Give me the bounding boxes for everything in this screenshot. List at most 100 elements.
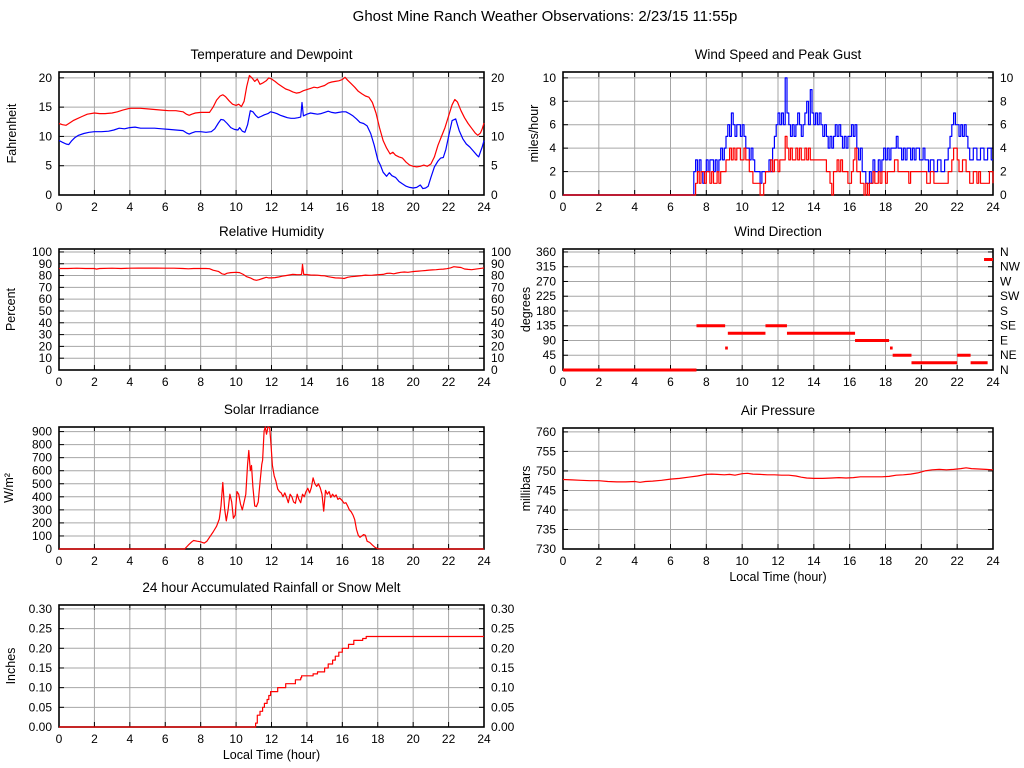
y-axis-title: W/m² xyxy=(2,473,16,503)
x-tick-label: 8 xyxy=(197,732,204,746)
y-tick-label: 200 xyxy=(32,516,52,530)
x-tick-label: 16 xyxy=(843,375,857,389)
y-tick-label: 20 xyxy=(39,339,53,353)
y-tick-label: 30 xyxy=(39,328,53,342)
y-tick-label: 0.00 xyxy=(29,720,53,734)
x-tick-label: 6 xyxy=(162,375,169,389)
y-tick-label-right: 0 xyxy=(491,188,498,202)
rainfall-line xyxy=(59,635,484,728)
x-tick-label: 20 xyxy=(915,375,929,389)
chart-title: Wind Direction xyxy=(734,224,822,239)
y-tick-label: 500 xyxy=(32,477,52,491)
y-tick-label: 10 xyxy=(39,351,53,365)
x-tick-label: 8 xyxy=(703,554,710,568)
y-tick-label: 730 xyxy=(536,542,556,556)
y-tick-label: 0.15 xyxy=(29,661,53,675)
x-tick-label: 6 xyxy=(162,554,169,568)
plot-frame xyxy=(58,71,485,196)
x-tick-label: 6 xyxy=(667,200,674,214)
x-tick-label: 20 xyxy=(406,732,420,746)
y-tick-label-right: S xyxy=(1000,304,1008,318)
x-tick-label: 4 xyxy=(631,554,638,568)
y-axis-title: degrees xyxy=(519,287,533,332)
x-tick-label: 4 xyxy=(126,375,133,389)
y-tick-label: 135 xyxy=(536,319,556,333)
x-tick-label: 14 xyxy=(300,732,314,746)
y-tick-label: 700 xyxy=(32,451,52,465)
y-tick-label-right: 5 xyxy=(491,159,498,173)
y-tick-label-right: W xyxy=(1000,274,1012,288)
x-tick-label: 2 xyxy=(91,554,98,568)
x-tick-label: 6 xyxy=(667,554,674,568)
y-tick-label-right: 0 xyxy=(491,363,498,377)
x-tick-label: 22 xyxy=(950,554,964,568)
x-tick-label: 24 xyxy=(986,375,1000,389)
x-tick-label: 18 xyxy=(371,200,385,214)
x-tick-label: 2 xyxy=(91,732,98,746)
x-tick-label: 22 xyxy=(442,554,456,568)
y-tick-label-right: 6 xyxy=(1000,118,1007,132)
x-tick-label: 8 xyxy=(703,375,710,389)
y-tick-label-right: 20 xyxy=(491,71,505,85)
y-tick-label-right: E xyxy=(1000,333,1008,347)
y-tick-label-right: SE xyxy=(1000,319,1016,333)
y-tick-label-right: 0.10 xyxy=(491,681,515,695)
y-tick-label: 20 xyxy=(39,71,53,85)
y-tick-label-right: N xyxy=(1000,363,1009,377)
x-tick-label: 4 xyxy=(631,375,638,389)
x-tick-label: 24 xyxy=(986,554,1000,568)
x-axis-title: Local Time (hour) xyxy=(729,570,826,584)
x-tick-label: 18 xyxy=(371,375,385,389)
y-axis-title: Fahrenheit xyxy=(5,103,19,163)
x-tick-label: 24 xyxy=(986,200,1000,214)
x-tick-label: 16 xyxy=(843,554,857,568)
y-tick-label-right: 0.25 xyxy=(491,622,515,636)
x-tick-label: 8 xyxy=(197,375,204,389)
x-tick-label: 12 xyxy=(265,732,279,746)
y-tick-label-right: 4 xyxy=(1000,141,1007,155)
x-tick-label: 10 xyxy=(735,200,749,214)
y-tick-label-right: 80 xyxy=(491,269,505,283)
plot-frame xyxy=(562,71,994,196)
y-tick-label: 90 xyxy=(39,257,53,271)
x-tick-label: 12 xyxy=(771,375,785,389)
x-tick-label: 0 xyxy=(56,554,63,568)
y-tick-label-right: 100 xyxy=(491,245,511,259)
x-tick-label: 0 xyxy=(56,200,63,214)
y-tick-label-right: 8 xyxy=(1000,94,1007,108)
page-title: Ghost Mine Ranch Weather Observations: 2… xyxy=(352,8,738,25)
x-tick-label: 12 xyxy=(265,554,279,568)
y-tick-label-right: NW xyxy=(1000,260,1021,274)
y-tick-label: 800 xyxy=(32,438,52,452)
x-tick-label: 0 xyxy=(56,375,63,389)
x-tick-label: 20 xyxy=(915,200,929,214)
y-tick-label: 900 xyxy=(32,425,52,439)
x-tick-label: 22 xyxy=(442,732,456,746)
x-tick-label: 8 xyxy=(703,200,710,214)
y-tick-label: 760 xyxy=(536,425,556,439)
x-tick-label: 12 xyxy=(265,375,279,389)
y-tick-label: 0 xyxy=(45,363,52,377)
x-tick-label: 8 xyxy=(197,554,204,568)
x-tick-label: 14 xyxy=(807,375,821,389)
y-tick-label: 10 xyxy=(543,71,557,85)
y-tick-label: 0.25 xyxy=(29,622,53,636)
y-tick-label-right: 0.00 xyxy=(491,720,515,734)
y-axis-title: millibars xyxy=(519,466,533,512)
y-tick-label: 4 xyxy=(549,141,556,155)
y-tick-label: 60 xyxy=(39,292,53,306)
x-tick-label: 8 xyxy=(197,200,204,214)
x-tick-label: 16 xyxy=(336,554,350,568)
x-tick-label: 16 xyxy=(336,200,350,214)
x-tick-label: 10 xyxy=(735,375,749,389)
y-tick-label: 735 xyxy=(536,522,556,536)
y-tick-label: 400 xyxy=(32,490,52,504)
x-tick-label: 4 xyxy=(126,200,133,214)
chart-title: Temperature and Dewpoint xyxy=(190,47,352,62)
peak-gust-line xyxy=(563,77,993,196)
plot-frame xyxy=(58,426,485,550)
